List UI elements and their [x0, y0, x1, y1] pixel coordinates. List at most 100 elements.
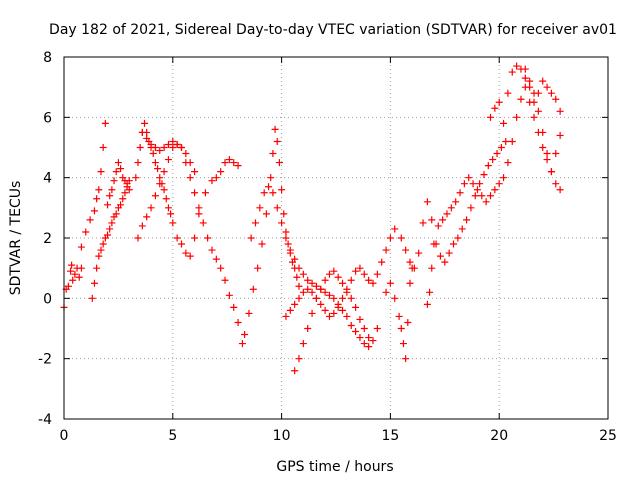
data-point	[447, 204, 455, 212]
data-point	[151, 159, 159, 167]
data-point	[256, 204, 264, 212]
data-point	[160, 186, 168, 194]
data-point	[504, 159, 512, 167]
data-point	[397, 325, 405, 332]
data-point	[164, 140, 172, 148]
data-point	[95, 186, 103, 194]
data-point	[304, 325, 312, 332]
data-point	[508, 68, 516, 76]
data-point	[97, 168, 105, 176]
data-point	[382, 246, 390, 254]
data-point	[156, 174, 164, 182]
data-point	[269, 150, 277, 158]
data-point	[386, 234, 394, 242]
data-point	[356, 334, 364, 342]
y-tick-label: 8	[43, 50, 52, 66]
data-point	[508, 137, 516, 145]
data-point	[186, 159, 194, 167]
data-point	[352, 328, 360, 336]
y-tick-label: -2	[38, 352, 52, 368]
data-point	[110, 177, 118, 185]
data-point	[101, 119, 109, 127]
data-point	[164, 204, 172, 212]
data-point	[208, 246, 216, 254]
data-point	[552, 150, 560, 158]
data-point	[191, 168, 199, 176]
y-tick-label: 6	[43, 110, 52, 126]
data-point	[191, 234, 199, 242]
data-point	[114, 159, 122, 167]
x-tick-label: 20	[490, 428, 508, 444]
data-point	[204, 234, 212, 242]
data-point	[169, 144, 177, 151]
data-point	[112, 168, 120, 176]
data-point	[299, 288, 307, 296]
data-point	[182, 150, 190, 158]
data-point	[450, 240, 458, 248]
data-point	[539, 144, 547, 151]
data-point	[489, 156, 497, 164]
data-point	[217, 168, 225, 176]
data-point	[295, 355, 303, 363]
data-point	[436, 252, 444, 260]
data-point	[369, 337, 377, 345]
data-point	[308, 309, 316, 317]
data-point	[452, 198, 460, 206]
data-point	[299, 340, 307, 348]
data-point	[356, 315, 364, 323]
data-point	[225, 291, 233, 299]
data-point	[221, 276, 229, 284]
data-point	[269, 189, 277, 197]
data-point	[167, 210, 175, 218]
data-point	[312, 294, 320, 302]
data-point	[423, 300, 431, 308]
data-point	[339, 279, 347, 287]
data-point	[473, 186, 481, 194]
data-point	[317, 300, 325, 308]
data-point	[391, 225, 399, 233]
data-point	[539, 77, 547, 85]
data-point	[262, 210, 270, 218]
data-point	[502, 137, 510, 145]
data-point	[556, 186, 564, 194]
data-point	[530, 89, 538, 97]
data-point	[343, 312, 351, 320]
data-point	[539, 128, 547, 136]
data-point	[463, 216, 471, 224]
data-point	[291, 255, 299, 263]
data-point	[513, 113, 521, 121]
chart-title: Day 182 of 2021, Sidereal Day-to-day VTE…	[49, 22, 617, 38]
data-point	[286, 246, 294, 254]
data-point	[93, 264, 101, 272]
x-axis-label: GPS time / hours	[276, 459, 393, 475]
data-point	[500, 174, 508, 182]
data-point	[312, 282, 320, 290]
data-point	[402, 246, 410, 254]
data-point	[136, 144, 144, 151]
data-point	[339, 306, 347, 314]
y-tick-labels: -4 -2 0 2 4 6 8	[38, 50, 52, 428]
data-point	[104, 231, 112, 239]
data-point	[478, 192, 486, 200]
data-point	[147, 140, 155, 148]
data-point	[199, 219, 207, 227]
axis-ticks	[63, 56, 609, 420]
data-point	[258, 240, 266, 248]
data-point	[117, 165, 125, 173]
data-point	[402, 355, 410, 363]
data-point	[69, 276, 77, 284]
data-point	[434, 222, 442, 230]
data-point	[108, 186, 116, 194]
data-point	[295, 294, 303, 302]
data-point	[317, 285, 325, 293]
data-point	[282, 228, 290, 236]
data-point	[173, 234, 181, 242]
data-point	[423, 198, 431, 206]
data-point	[517, 95, 525, 103]
data-point	[458, 225, 466, 233]
y-axis-label: SDTVAR / TECUs	[8, 181, 24, 296]
x-tick-label: 5	[168, 428, 177, 444]
data-point	[169, 137, 177, 145]
data-point	[360, 325, 368, 332]
data-point	[212, 174, 220, 182]
